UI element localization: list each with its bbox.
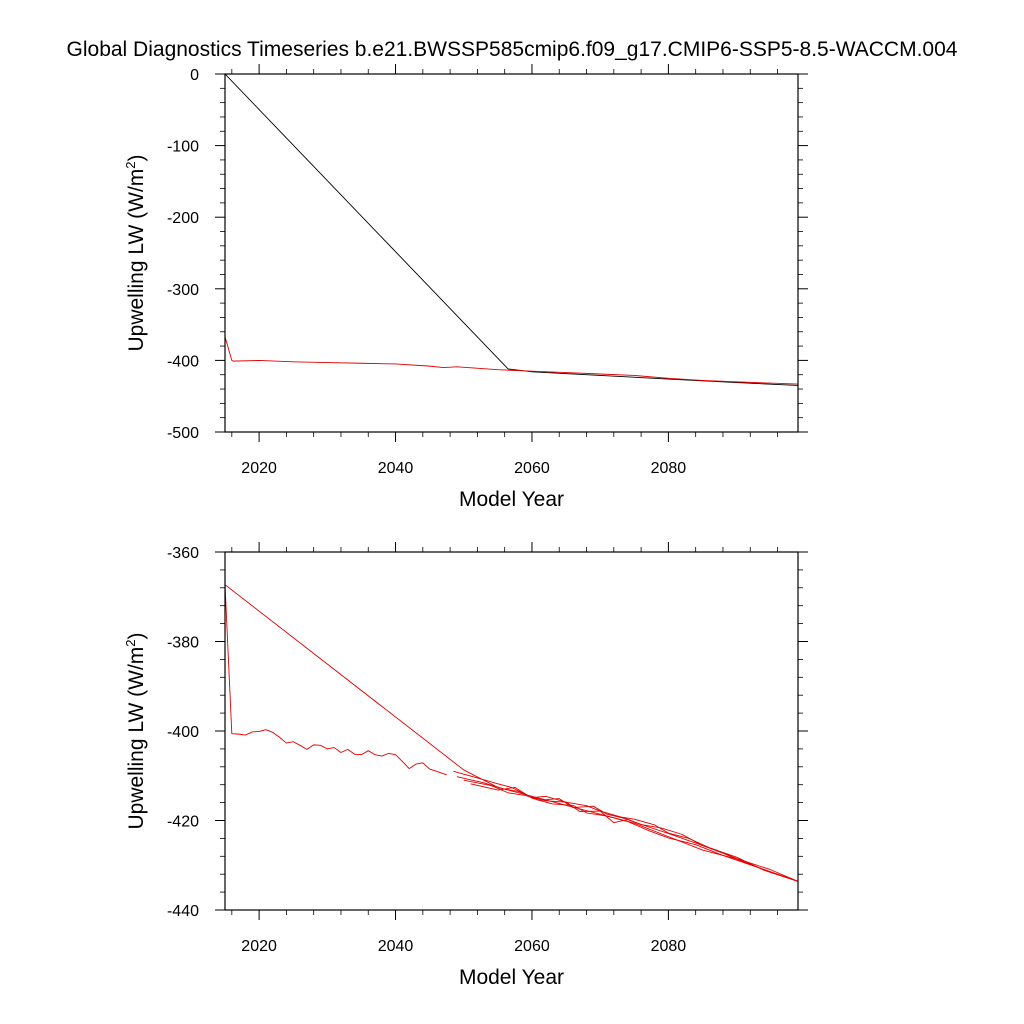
data-lines <box>225 74 798 386</box>
y-tick-label: -380 <box>167 635 199 652</box>
y-axis-label-superscript: 2 <box>123 161 138 168</box>
y-axis-label-main: Upwelling LW (W/m <box>125 647 148 830</box>
y-tick-label: 0 <box>190 67 199 84</box>
bottom-chart-panel: 2020 2040 2060 2080 -360 -380 -400 -420 -440 Mode… <box>123 542 808 989</box>
series-line-1 <box>225 336 798 385</box>
y-tick-label: -400 <box>167 353 199 370</box>
y-tick-label: -360 <box>167 545 199 562</box>
x-tick-label: 2060 <box>514 938 550 955</box>
x-tick-label: 2040 <box>378 460 414 477</box>
x-tick-label: 2020 <box>241 938 277 955</box>
plot-frame <box>224 73 799 433</box>
y-tick-label: -500 <box>167 425 199 442</box>
y-tick-label: -300 <box>167 282 199 299</box>
y-tick-label: -420 <box>167 814 199 831</box>
y-axis-label: Upwelling LW (W/m2) <box>123 154 148 351</box>
y-axis-label-main: Upwelling LW (W/m <box>125 169 148 352</box>
x-tick-label: 2020 <box>241 460 277 477</box>
y-axis-label-superscript: 2 <box>123 639 138 646</box>
series-line-0 <box>225 584 447 776</box>
y-axis-label-end: ) <box>125 632 148 639</box>
series-line-5 <box>470 783 798 882</box>
x-axis-label: Model Year <box>459 488 564 511</box>
x-axis-label: Model Year <box>459 966 564 989</box>
y-axis-label-end: ) <box>125 154 148 161</box>
series-line-1 <box>225 584 798 882</box>
series-line-4 <box>463 779 798 882</box>
y-tick-label: -200 <box>167 210 199 227</box>
data-lines <box>225 584 798 882</box>
plot-frame <box>224 551 799 911</box>
series-line-0 <box>225 74 798 386</box>
y-axis-label: Upwelling LW (W/m2) <box>123 632 148 829</box>
x-tick-label: 2080 <box>651 938 687 955</box>
x-tick-label: 2080 <box>651 460 687 477</box>
y-tick-label: -100 <box>167 139 199 156</box>
page-title: Global Diagnostics Timeseries b.e21.BWSS… <box>66 38 958 61</box>
x-tick-label: 2060 <box>514 460 550 477</box>
y-tick-label: -440 <box>167 903 199 920</box>
y-tick-label: -400 <box>167 724 199 741</box>
top-chart-panel: 2020 2040 2060 2080 0 -100 -200 -300 -400 -500 Mod… <box>123 64 808 511</box>
series-line-2 <box>453 770 798 882</box>
x-tick-label: 2040 <box>378 938 414 955</box>
